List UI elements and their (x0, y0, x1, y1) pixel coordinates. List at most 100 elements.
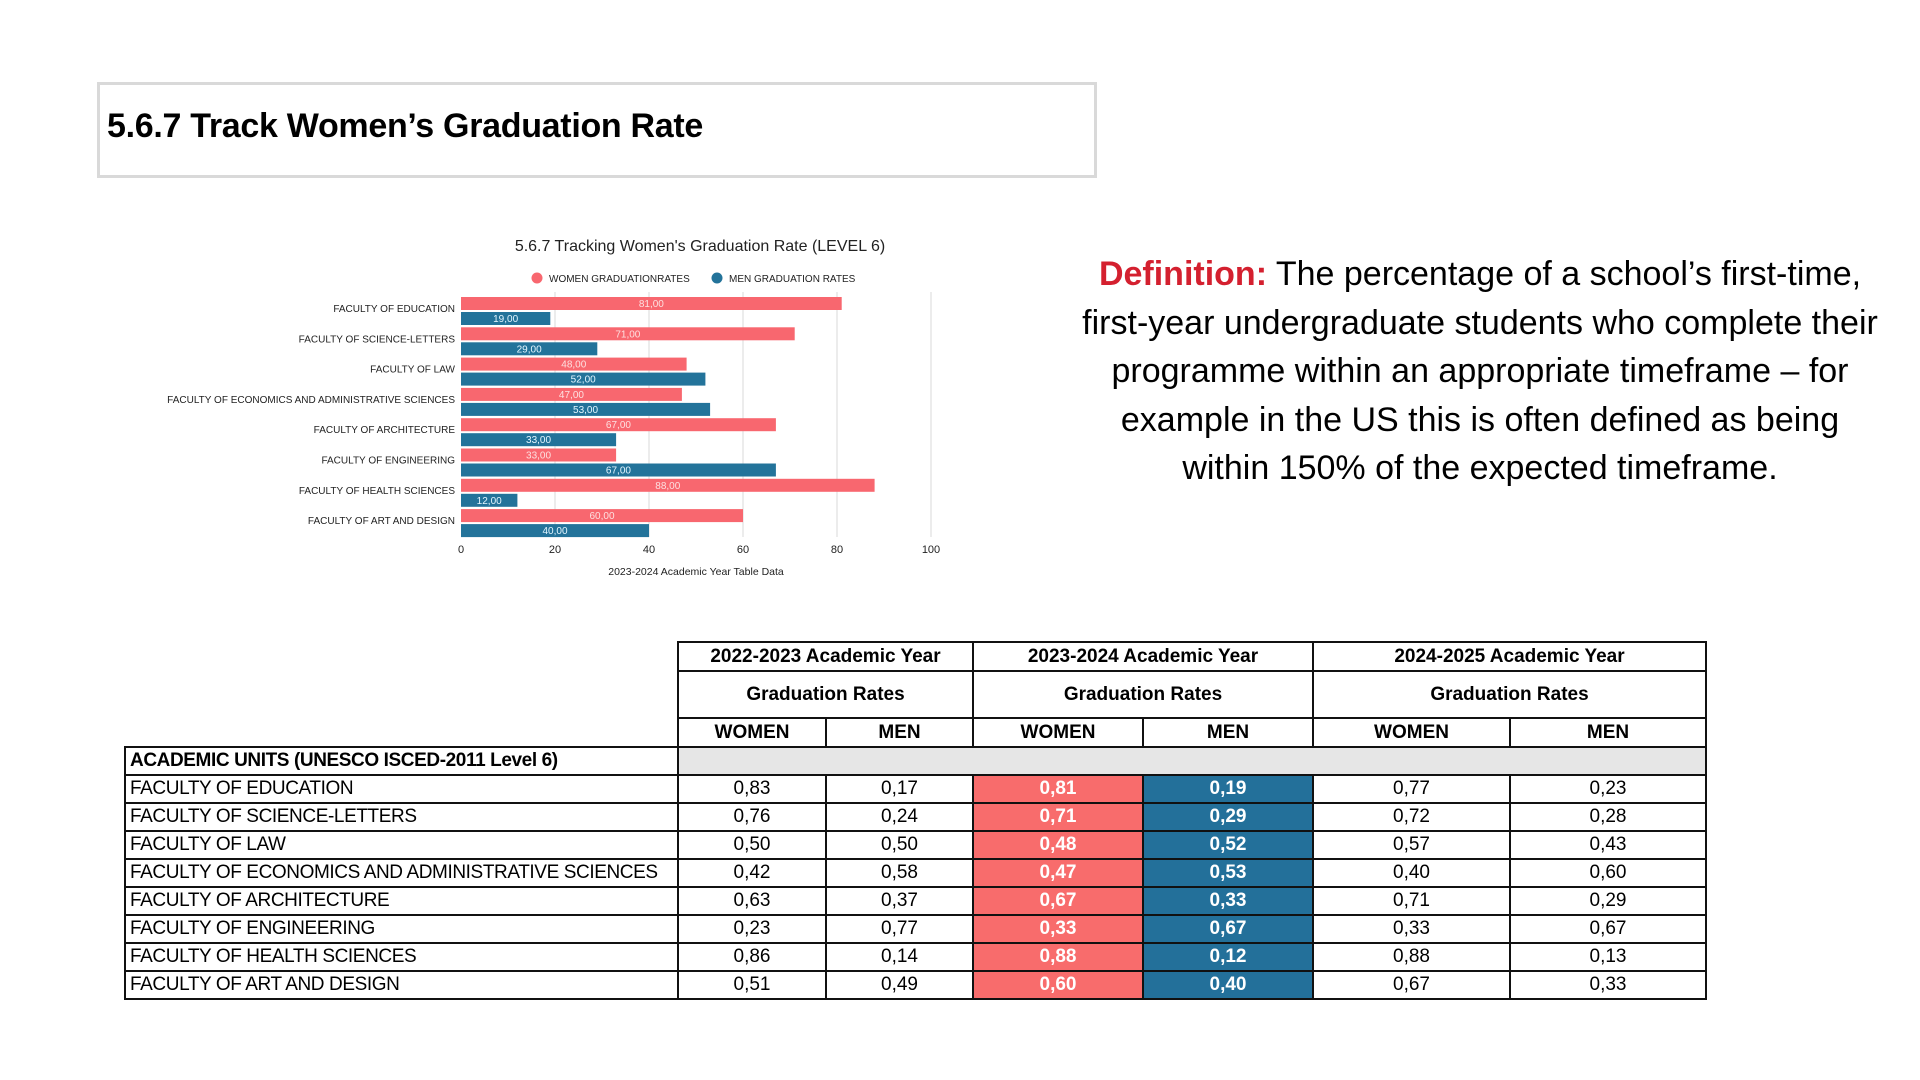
women-bar (461, 327, 795, 341)
women-rate-cell: 0,50 (677, 830, 827, 860)
academic-unit-cell: FACULTY OF ECONOMICS AND ADMINISTRATIVE … (124, 858, 679, 888)
gender-header: MEN (1509, 717, 1707, 748)
x-tick-label: 20 (549, 544, 561, 556)
x-tick-label: 60 (737, 544, 749, 556)
men-rate-cell: 0,50 (825, 830, 974, 860)
chart-legend: WOMEN GRADUATIONRATES MEN GRADUATION RATE… (531, 272, 856, 285)
men-rate-cell: 0,12 (1142, 942, 1314, 972)
page-title-box: 5.6.7 Track Women’s Graduation Rate (97, 82, 1097, 178)
men-rate-cell: 0,67 (1509, 914, 1707, 944)
x-tick-label: 0 (458, 544, 464, 556)
women-legend-marker (531, 272, 543, 284)
women-rate-cell: 0,63 (677, 886, 827, 916)
bar-data-label: 88,00 (655, 481, 680, 492)
women-bar (461, 387, 682, 401)
men-bar (461, 342, 598, 356)
men-bar (461, 493, 518, 507)
academic-unit-cell: FACULTY OF ART AND DESIGN (124, 970, 679, 1000)
academic-unit-cell: FACULTY OF SCIENCE-LETTERS (124, 802, 679, 832)
definition-label: Definition: (1098, 255, 1268, 293)
bar-data-label: 60,00 (589, 511, 614, 522)
table-row: FACULTY OF ENGINEERING 0,23 0,77 0,33 0,67 0,… (124, 914, 1707, 944)
women-rate-cell: 0,71 (1312, 886, 1511, 916)
table-row: FACULTY OF EDUCATION 0,83 0,17 0,81 0,19 0,77… (124, 774, 1707, 804)
bar-data-label: 81,00 (639, 299, 664, 310)
bar-data-label: 53,00 (573, 405, 598, 416)
section-filler (677, 746, 1707, 776)
bar-data-label: 67,00 (606, 420, 631, 431)
men-rate-cell: 0,33 (1142, 886, 1314, 916)
women-rate-cell: 0,88 (972, 942, 1144, 972)
category-label: FACULTY OF EDUCATION (333, 304, 455, 315)
women-rate-cell: 0,60 (972, 970, 1144, 1000)
women-rate-cell: 0,67 (972, 886, 1144, 916)
men-rate-cell: 0,14 (825, 942, 974, 972)
graduation-rates-table: 2022-2023 Academic Year 2023-2024 Academ… (124, 641, 1707, 1000)
women-rate-cell: 0,57 (1312, 830, 1511, 860)
page-title: 5.6.7 Track Women’s Graduation Rate (107, 107, 704, 145)
category-label: FACULTY OF HEALTH SCIENCES (299, 486, 455, 497)
men-bar (461, 312, 551, 325)
men-rate-cell: 0,19 (1142, 774, 1314, 804)
bar-data-label: 52,00 (571, 375, 596, 386)
men-bar (461, 372, 706, 386)
section-header-row: ACADEMIC UNITS (UNESCO ISCED-2011 Level … (124, 746, 1707, 776)
bar-data-label: 19,00 (493, 314, 518, 325)
legend-label: MEN GRADUATION RATES (729, 274, 856, 285)
legend-label: WOMEN GRADUATIONRATES (549, 274, 690, 285)
women-rate-cell: 0,76 (677, 802, 827, 832)
women-bar (461, 297, 842, 310)
category-label: FACULTY OF ECONOMICS AND ADMINISTRATIVE … (167, 395, 455, 406)
bar-data-label: 12,00 (477, 496, 502, 507)
year-header: 2023-2024 Academic Year (972, 641, 1314, 672)
x-tick-label: 80 (831, 544, 843, 556)
men-rate-cell: 0,58 (825, 858, 974, 888)
men-rate-cell: 0,52 (1142, 830, 1314, 860)
subheader: Graduation Rates (677, 670, 974, 719)
chart-category-labels: FACULTY OF EDUCATION FACULTY OF SCIENCE-L… (167, 304, 455, 527)
men-rate-cell: 0,24 (825, 802, 974, 832)
women-rate-cell: 0,83 (677, 774, 827, 804)
table-row: FACULTY OF ARCHITECTURE 0,63 0,37 0,67 0,33 0… (124, 886, 1707, 916)
men-bar (461, 463, 776, 477)
gender-header: MEN (825, 717, 974, 748)
gender-header: MEN (1142, 717, 1314, 748)
women-bar (461, 509, 743, 523)
table-row: FACULTY OF HEALTH SCIENCES 0,86 0,14 0,88 0,… (124, 942, 1707, 972)
men-rate-cell: 0,29 (1509, 886, 1707, 916)
subheader-row: Graduation Rates Graduation Rates Gradua… (125, 670, 1707, 719)
academic-unit-cell: FACULTY OF EDUCATION (124, 774, 679, 804)
definition-block: Definition: The percentage of a school’s… (1075, 250, 1885, 493)
men-rate-cell: 0,28 (1509, 802, 1707, 832)
table-row: FACULTY OF SCIENCE-LETTERS 0,76 0,24 0,71 0,… (124, 802, 1707, 832)
year-header: 2022-2023 Academic Year (677, 641, 974, 672)
subheader: Graduation Rates (1312, 670, 1707, 719)
women-rate-cell: 0,67 (1312, 970, 1511, 1000)
x-tick-label: 100 (922, 544, 940, 556)
bar-data-label: 67,00 (606, 466, 631, 477)
men-rate-cell: 0,17 (825, 774, 974, 804)
women-bar (461, 418, 776, 432)
academic-unit-cell: FACULTY OF HEALTH SCIENCES (124, 942, 679, 972)
women-rate-cell: 0,72 (1312, 802, 1511, 832)
women-rate-cell: 0,77 (1312, 774, 1511, 804)
graduation-rate-chart: 5.6.7 Tracking Women's Graduation Rate (… (167, 238, 940, 578)
category-label: FACULTY OF LAW (370, 365, 455, 376)
women-bar (461, 448, 617, 462)
women-rate-cell: 0,88 (1312, 942, 1511, 972)
women-rate-cell: 0,86 (677, 942, 827, 972)
academic-unit-cell: FACULTY OF ARCHITECTURE (124, 886, 679, 916)
bar-data-label: 29,00 (517, 344, 542, 355)
bar-data-label: 40,00 (542, 526, 567, 537)
women-rate-cell: 0,51 (677, 970, 827, 1000)
bar-data-label: 33,00 (526, 451, 551, 462)
definition-text: The percentage of a school’s first-time,… (1082, 255, 1878, 487)
table-row: FACULTY OF LAW 0,50 0,50 0,48 0,52 0,57 0,43 (124, 830, 1707, 860)
men-rate-cell: 0,43 (1509, 830, 1707, 860)
chart-title: 5.6.7 Tracking Women's Graduation Rate (… (515, 238, 885, 255)
academic-unit-cell: FACULTY OF LAW (124, 830, 679, 860)
bar-data-label: 48,00 (561, 360, 586, 371)
men-bar (461, 402, 711, 416)
table-row: FACULTY OF ART AND DESIGN 0,51 0,49 0,60 0,4… (124, 970, 1707, 1000)
year-header: 2024-2025 Academic Year (1312, 641, 1707, 672)
